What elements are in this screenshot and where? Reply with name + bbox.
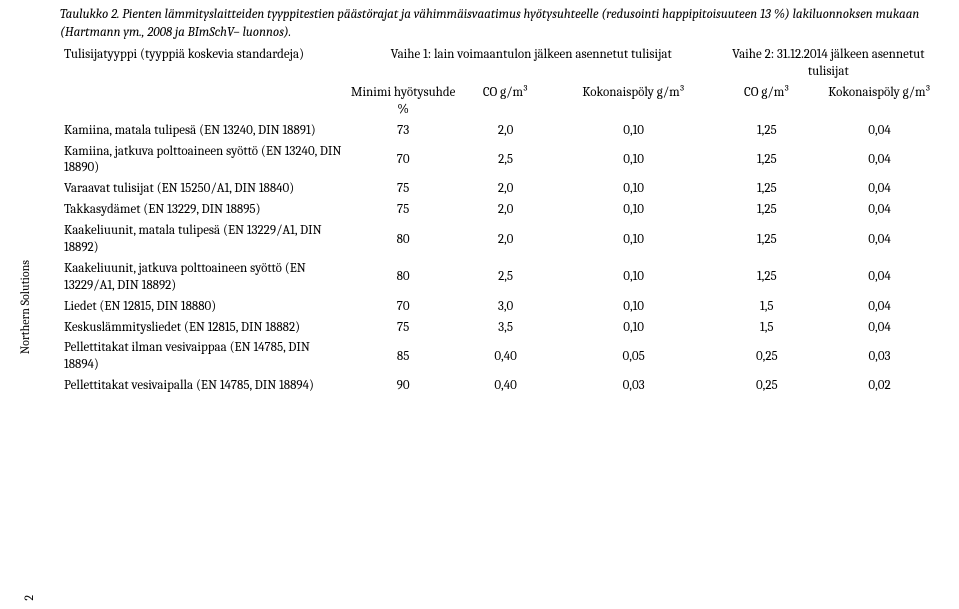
cell-co2: 1,25 [716, 179, 818, 200]
cell-co2: 1,5 [716, 318, 818, 339]
row-label: Kaakeliuunit, jatkuva polttoaineen syött… [60, 259, 347, 297]
cell-co1: 3,0 [459, 297, 551, 318]
row-label: Varaavat tulisijat (EN 15250/A1, DIN 188… [60, 179, 347, 200]
emissions-table: Tulisijatyyppi (tyyppiä koskevia standar… [60, 45, 941, 397]
side-label: Northern Solutions [18, 260, 32, 354]
table-row: Kaakeliuunit, matala tulipesä (EN 13229/… [60, 221, 941, 259]
table-row: Pellettitakat vesivaipalla (EN 14785, DI… [60, 376, 941, 397]
row-label: Takkasydämet (EN 13229, DIN 18895) [60, 200, 347, 221]
cell-eff: 75 [347, 200, 460, 221]
cell-pm2: 0,03 [818, 338, 941, 376]
cell-pm1: 0,10 [552, 297, 716, 318]
cell-co2: 1,25 [716, 221, 818, 259]
header-co1: CO g/m³ [459, 83, 551, 121]
table-row: Varaavat tulisijat (EN 15250/A1, DIN 188… [60, 179, 941, 200]
cell-eff: 85 [347, 338, 460, 376]
table-row: Keskuslämmitysliedet (EN 12815, DIN 1888… [60, 318, 941, 339]
row-label: Pellettitakat vesivaipalla (EN 14785, DI… [60, 376, 347, 397]
cell-co2: 0,25 [716, 376, 818, 397]
cell-co2: 1,5 [716, 297, 818, 318]
cell-pm2: 0,04 [818, 200, 941, 221]
cell-pm1: 0,10 [552, 221, 716, 259]
table-row: Kamiina, matala tulipesä (EN 13240, DIN … [60, 121, 941, 142]
cell-pm2: 0,04 [818, 121, 941, 142]
cell-pm2: 0,04 [818, 297, 941, 318]
cell-pm2: 0,04 [818, 259, 941, 297]
table-caption: Taulukko 2. Pienten lämmityslaitteiden t… [60, 6, 941, 41]
header-pm1: Kokonaispöly g/m³ [552, 83, 716, 121]
cell-pm2: 0,04 [818, 179, 941, 200]
row-label: Kaakeliuunit, matala tulipesä (EN 13229/… [60, 221, 347, 259]
cell-co1: 2,0 [459, 121, 551, 142]
table-row: Liedet (EN 12815, DIN 18880)703,00,101,5… [60, 297, 941, 318]
cell-pm1: 0,10 [552, 259, 716, 297]
row-label: Kamiina, jatkuva polttoaineen syöttö (EN… [60, 142, 347, 180]
header-pm2: Kokonaispöly g/m³ [818, 83, 941, 121]
cell-co1: 2,5 [459, 142, 551, 180]
cell-pm2: 0,04 [818, 142, 941, 180]
cell-co1: 2,0 [459, 179, 551, 200]
cell-co2: 1,25 [716, 259, 818, 297]
row-label: Pellettitakat ilman vesivaippaa (EN 1478… [60, 338, 347, 376]
cell-pm1: 0,10 [552, 200, 716, 221]
row-label: Liedet (EN 12815, DIN 18880) [60, 297, 347, 318]
table-row: Kamiina, jatkuva polttoaineen syöttö (EN… [60, 142, 941, 180]
cell-eff: 90 [347, 376, 460, 397]
cell-co2: 1,25 [716, 142, 818, 180]
cell-eff: 80 [347, 221, 460, 259]
cell-co1: 3,5 [459, 318, 551, 339]
cell-pm1: 0,10 [552, 142, 716, 180]
header-phase2: Vaihe 2: 31.12.2014 jälkeen asennetut tu… [716, 45, 941, 83]
cell-pm2: 0,04 [818, 318, 941, 339]
cell-co1: 2,0 [459, 221, 551, 259]
cell-co2: 0,25 [716, 338, 818, 376]
header-min-eff: Minimi hyötysuhde % [347, 83, 460, 121]
header-co2: CO g/m³ [716, 83, 818, 121]
row-label: Keskuslämmitysliedet (EN 12815, DIN 1888… [60, 318, 347, 339]
cell-co1: 0,40 [459, 376, 551, 397]
cell-pm1: 0,10 [552, 318, 716, 339]
table-row: Pellettitakat ilman vesivaippaa (EN 1478… [60, 338, 941, 376]
header-type: Tulisijatyyppi (tyyppiä koskevia standar… [60, 45, 347, 121]
cell-pm1: 0,10 [552, 121, 716, 142]
cell-eff: 80 [347, 259, 460, 297]
cell-co1: 2,0 [459, 200, 551, 221]
cell-co1: 2,5 [459, 259, 551, 297]
cell-pm1: 0,03 [552, 376, 716, 397]
cell-eff: 70 [347, 142, 460, 180]
cell-pm1: 0,10 [552, 179, 716, 200]
cell-eff: 75 [347, 318, 460, 339]
cell-co1: 0,40 [459, 338, 551, 376]
cell-co2: 1,25 [716, 200, 818, 221]
cell-eff: 73 [347, 121, 460, 142]
cell-pm2: 0,02 [818, 376, 941, 397]
page-number: 2 [22, 595, 36, 601]
cell-co2: 1,25 [716, 121, 818, 142]
table-row: Takkasydämet (EN 13229, DIN 18895)752,00… [60, 200, 941, 221]
header-phase1: Vaihe 1: lain voimaantulon jälkeen asenn… [347, 45, 716, 83]
cell-eff: 75 [347, 179, 460, 200]
cell-pm1: 0,05 [552, 338, 716, 376]
cell-pm2: 0,04 [818, 221, 941, 259]
table-row: Kaakeliuunit, jatkuva polttoaineen syött… [60, 259, 941, 297]
row-label: Kamiina, matala tulipesä (EN 13240, DIN … [60, 121, 347, 142]
cell-eff: 70 [347, 297, 460, 318]
